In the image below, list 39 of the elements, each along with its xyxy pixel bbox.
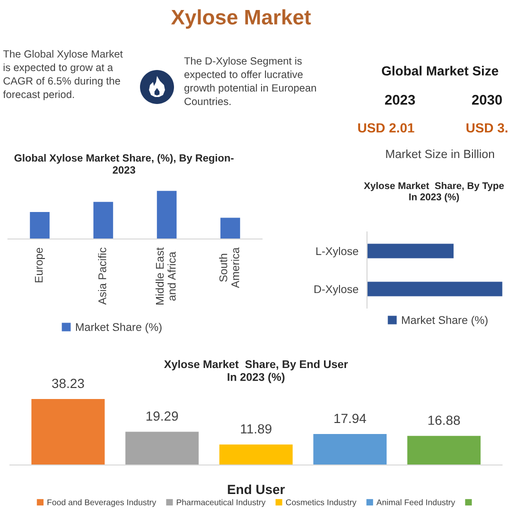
- text: USD 3.: [466, 123, 508, 133]
- chart-title: Global Xylose Market Share, (%), By Region-2023: [14, 154, 234, 174]
- bar: [407, 436, 481, 465]
- x-tick-label: Asia Pacific: [98, 248, 106, 305]
- text: The D-Xylose Segment is expected to offer lucrative growth potential in European Countries.: [184, 57, 316, 106]
- bar: [125, 432, 199, 465]
- bar: [220, 218, 240, 239]
- bar: [93, 202, 114, 239]
- legend-label: Pharmaceutical Industry: [176, 499, 266, 507]
- legend-label: Market Share (%): [402, 316, 488, 326]
- x-tick-label: South America: [219, 247, 240, 288]
- data-label: 16.88: [428, 416, 460, 425]
- text: Global Market Size: [382, 66, 498, 76]
- bar: [219, 444, 293, 465]
- text: USD 2.01: [358, 123, 414, 133]
- text: Market Size in Billion: [386, 149, 494, 158]
- x-axis-title: End User: [228, 484, 285, 494]
- legend-label: Cosmetics Industry: [286, 499, 356, 507]
- y-tick-label: D-Xylose: [314, 284, 358, 296]
- bar: [313, 434, 387, 465]
- legend-label: Animal Feed Industry: [376, 499, 456, 507]
- legend-label: Food and Beverages Industry: [48, 499, 156, 507]
- data-label: 19.29: [146, 411, 178, 421]
- text: Xylose Market: [171, 9, 311, 29]
- y-tick-label: L-Xylose: [316, 246, 358, 258]
- text: The Global Xylose Market is expected to grow at a CAGR of 6.5% during the forecast period.: [3, 50, 123, 100]
- text: 2030: [472, 94, 502, 105]
- bar: [30, 212, 50, 239]
- bar: [31, 399, 105, 465]
- data-label: 17.94: [334, 414, 366, 424]
- data-label: 38.23: [52, 378, 84, 388]
- x-tick-label: Europe: [34, 248, 45, 282]
- data-label: 11.89: [240, 424, 272, 434]
- bar: [156, 190, 177, 239]
- x-tick-label: Middle East and Africa: [156, 247, 176, 304]
- chart-title: Xylose Market Share, By Type In 2023 (%): [364, 182, 504, 202]
- chart-title: Xylose Market Share, By End User In 2023 (%): [164, 360, 348, 384]
- text: 2023: [385, 94, 415, 105]
- legend-label: Market Share (%): [76, 322, 162, 334]
